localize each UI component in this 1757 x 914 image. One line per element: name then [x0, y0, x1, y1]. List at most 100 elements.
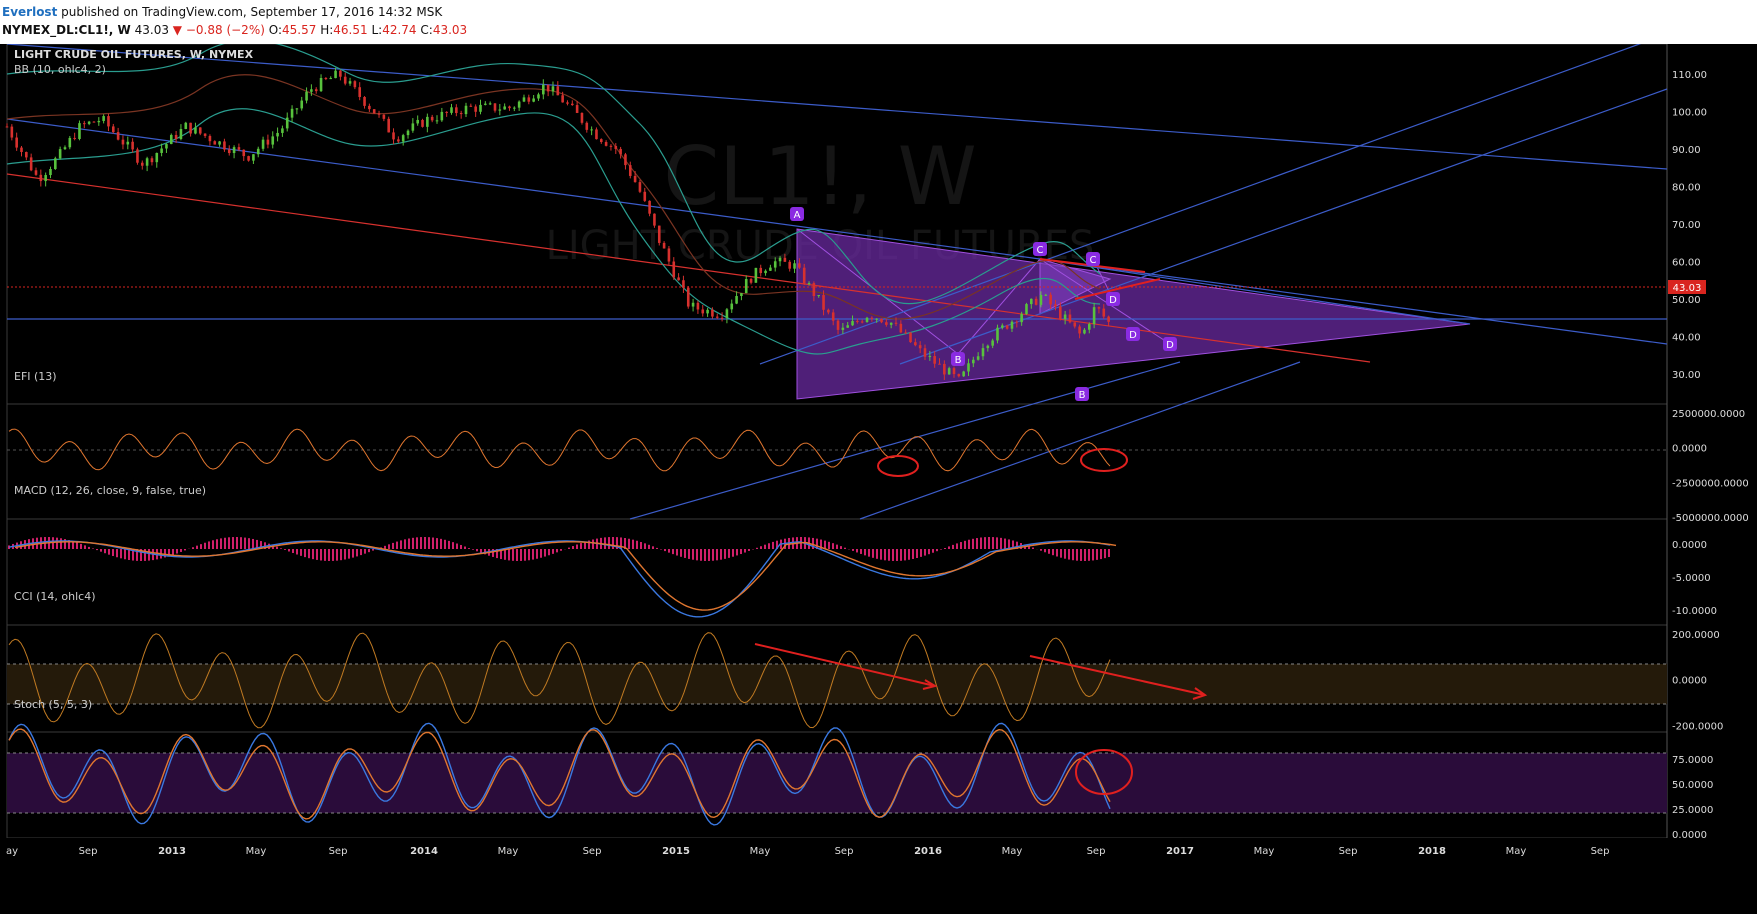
candle-body — [368, 105, 371, 110]
bb-indicator-label: BB (10, ohlc4, 2) — [14, 63, 106, 76]
macd-label: MACD (12, 26, close, 9, false, true) — [14, 484, 206, 497]
candle-body — [421, 119, 424, 127]
candle-body — [1034, 298, 1038, 305]
x-tick-label: 2018 — [1418, 846, 1446, 857]
pattern-point-badge — [790, 207, 804, 221]
candle-body — [300, 100, 304, 109]
last-price: 43.03 — [134, 23, 169, 37]
y-tick-label: 0.0000 — [1672, 830, 1707, 841]
x-tick-label: Sep — [79, 846, 98, 857]
candle-body — [63, 147, 67, 150]
x-tick-label: May — [498, 846, 519, 857]
candle-body — [1097, 307, 1101, 309]
candle-body — [972, 359, 975, 364]
candle-body — [348, 81, 352, 84]
x-tick-label: May — [1002, 846, 1023, 857]
candle-body — [952, 368, 956, 375]
candle-body — [179, 128, 183, 139]
candle-body — [730, 303, 734, 310]
time-axis[interactable] — [0, 838, 1757, 914]
candle-body — [310, 89, 313, 92]
candle-body — [865, 317, 869, 322]
macd-panel[interactable] — [6, 518, 1668, 626]
candle-body — [749, 279, 753, 283]
candlesticks — [5, 67, 1110, 380]
candle-body — [445, 111, 448, 113]
candle-body — [527, 97, 531, 102]
candle-body — [232, 147, 236, 154]
candle-body — [208, 135, 212, 142]
candle-body — [914, 342, 917, 346]
candle-body — [266, 139, 270, 145]
low-value: 42.74 — [382, 23, 417, 37]
candle-body — [358, 87, 362, 97]
cci-line — [8, 632, 1111, 729]
candle-body — [812, 283, 816, 297]
y-tick-label: 80.00 — [1672, 183, 1701, 194]
candle-body — [522, 97, 526, 102]
candle-body — [440, 111, 444, 121]
candle-body — [68, 137, 72, 148]
y-tick-label: 70.00 — [1672, 220, 1701, 231]
candle-body — [894, 322, 898, 324]
chart-canvas[interactable]: CL1!, W LIGHT CRUDE OIL FUTURES — [0, 44, 1757, 914]
candle-body — [875, 318, 878, 320]
candle-body — [87, 121, 91, 124]
candle-body — [1039, 294, 1043, 305]
candle-body — [783, 257, 787, 262]
y-tick-label: -200.0000 — [1672, 721, 1723, 732]
candle-body — [585, 122, 589, 130]
candle-body — [778, 257, 782, 262]
stoch-label: Stoch (5, 5, 3) — [14, 698, 92, 711]
candle-body — [662, 242, 666, 249]
candle-body — [846, 325, 849, 328]
pattern-point-label: C — [1090, 255, 1097, 266]
y-tick-label: 0.0000 — [1672, 540, 1707, 551]
pattern-point-label: D — [1109, 295, 1117, 306]
candle-body — [1078, 326, 1081, 334]
macd-signal-line — [14, 541, 1117, 611]
candle-body — [1049, 294, 1052, 305]
candle-body — [397, 139, 400, 142]
candle-body — [218, 141, 221, 145]
candle-body — [619, 148, 622, 155]
efi-panel[interactable] — [6, 403, 1668, 520]
candle-body — [290, 108, 294, 118]
price-axis[interactable] — [1667, 44, 1757, 914]
y-tick-label: -10.0000 — [1672, 606, 1717, 617]
candle-body — [643, 191, 647, 201]
candle-body — [764, 270, 767, 274]
pattern-point-badge — [1126, 327, 1140, 341]
candle-body — [595, 129, 598, 140]
candle-body — [889, 322, 893, 325]
high-value: 46.51 — [333, 23, 368, 37]
efi-circle-2 — [1080, 448, 1128, 472]
candle-body — [556, 86, 560, 96]
candle-body — [933, 356, 936, 364]
candle-body — [314, 89, 318, 92]
candle-body — [1025, 304, 1028, 315]
candle-body — [285, 117, 289, 129]
candle-body — [604, 142, 608, 146]
candle-body — [189, 122, 192, 134]
candle-body — [111, 126, 115, 133]
x-tick-label: May — [246, 846, 267, 857]
candle-body — [455, 107, 458, 114]
candle-body — [242, 149, 246, 157]
candle-body — [580, 112, 584, 123]
y-tick-label: 200.0000 — [1672, 630, 1720, 641]
candle-body — [1054, 304, 1057, 307]
candle-body — [561, 95, 564, 103]
candle-body — [817, 295, 821, 297]
candle-body — [677, 277, 680, 281]
candle-body — [1063, 314, 1067, 319]
candle-body — [885, 322, 888, 325]
stoch-circle — [1075, 749, 1133, 795]
candle-body — [836, 320, 840, 330]
cci-divergence-arrow-1 — [754, 643, 936, 687]
close-value: 43.03 — [432, 23, 468, 37]
candle-body — [798, 263, 801, 268]
quote-line: NYMEX_DL:CL1!, W 43.03 ▼ −0.88 (−2%) O:4… — [2, 23, 467, 37]
author-link[interactable]: Everlost — [2, 5, 58, 19]
x-axis-ticks: ay Sep 2013 May Sep 2014 May Sep 2015 May Sep 2016 M… — [6, 846, 1609, 857]
